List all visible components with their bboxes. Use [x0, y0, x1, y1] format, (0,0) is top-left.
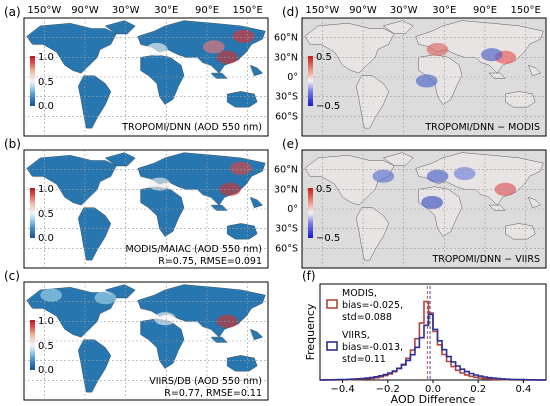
data-patch — [372, 169, 395, 183]
x-tick-label: 0.0 — [425, 384, 441, 395]
colorbar-max: 1.0 — [38, 316, 54, 327]
colorbar — [308, 188, 313, 238]
legend-line: bias=-0.025, — [342, 300, 403, 311]
data-patch — [40, 288, 62, 302]
colorbar-mid: 0.5 — [38, 341, 54, 352]
data-patch — [232, 29, 255, 43]
data-patch — [202, 40, 225, 54]
colorbar-max: 1.0 — [38, 52, 54, 63]
lat-tick-labels: 60°N 30°N 0° 30°S 60°S — [274, 165, 298, 255]
panel-caption: VIIRS/DB (AOD 550 nm) — [149, 376, 262, 387]
panel-stats: R=0.77, RMSE=0.11 — [164, 388, 262, 399]
colorbar-min: 0.0 — [38, 233, 54, 244]
panel-label-f: (f) — [302, 269, 316, 283]
histogram-series-viirs — [319, 313, 547, 381]
data-patch — [94, 291, 117, 305]
panel-caption: TROPOMI/DNN − MODIS — [424, 122, 540, 133]
map-panel-c: (c) 1.0 0.5 0.0 VIIRS/DB (AOD 550 nm)R=0.77,… — [4, 269, 269, 401]
legend-line: bias=-0.013, — [342, 342, 403, 353]
legend-swatch-modis — [326, 299, 338, 309]
panel-label-a: (a) — [4, 5, 21, 19]
panel-label-b: (b) — [4, 137, 21, 151]
colorbar-max: 0.5 — [316, 184, 332, 195]
data-patch — [453, 167, 476, 181]
legend-line: MODIS, — [342, 288, 377, 299]
x-tick-label: 0.4 — [515, 384, 531, 395]
lat-tick: 60°S — [275, 111, 298, 122]
data-patch — [154, 312, 176, 326]
panel-caption: MODIS/MAIAC (AOD 550 nm) — [126, 244, 263, 255]
colorbar-max: 0.5 — [316, 52, 332, 63]
data-patch — [426, 42, 449, 57]
lon-tick-left: 150°W — [27, 5, 61, 16]
data-patch — [216, 314, 239, 328]
data-patch — [230, 161, 252, 175]
colorbar-min: −0.5 — [316, 233, 340, 244]
lat-tick: 0° — [287, 204, 298, 215]
data-patch — [480, 48, 503, 62]
legend-swatch-viirs — [326, 341, 338, 351]
lon-tick-labels: 150°W 90°W 30°W 30°E 90°E 150°E 150°W 90°W 30°W 3… — [27, 5, 541, 16]
lat-tick: 30°S — [275, 92, 298, 103]
colorbar-mid: 0.5 — [38, 77, 54, 88]
lat-tick: 0° — [287, 72, 298, 83]
colorbar — [30, 56, 35, 106]
panel-label-e: (e) — [282, 137, 299, 151]
map-panel-a: (a) 1.0 0.5 0.0 TROPOMI/DNN (AOD 550 nm) — [4, 5, 269, 137]
x-tick-label: −0.2 — [376, 384, 400, 395]
panel-label-c: (c) — [4, 269, 20, 283]
colorbar-mid: 0.5 — [38, 209, 54, 220]
histogram-panel: (f) −0.4 −0.2 0.0 0.2 0.4 AOD Difference Freque… — [302, 269, 547, 406]
lat-tick: 60°N — [274, 33, 298, 44]
lat-tick: 30°S — [275, 224, 298, 235]
lon-tick-right: 30°W — [390, 5, 418, 16]
panel-label-d: (d) — [282, 5, 299, 19]
lat-tick: 30°N — [274, 52, 298, 63]
colorbar-min: −0.5 — [316, 101, 340, 112]
legend-line: VIIRS, — [342, 330, 370, 341]
y-axis-label: Frequency — [304, 303, 317, 360]
lon-tick-left: 90°E — [195, 5, 219, 16]
data-patch — [421, 195, 443, 209]
lat-tick: 30°N — [274, 184, 298, 195]
panel-caption: TROPOMI/DNN (AOD 550 nm) — [121, 122, 262, 133]
x-axis-label: AOD Difference — [391, 393, 476, 406]
lat-tick: 60°N — [274, 165, 298, 176]
colorbar — [30, 320, 35, 370]
data-patch — [494, 182, 517, 196]
data-patch — [426, 169, 449, 183]
lat-tick: 60°S — [275, 243, 298, 254]
colorbar — [30, 188, 35, 238]
lon-tick-right: 30°E — [432, 5, 456, 16]
data-patch — [146, 42, 168, 57]
lon-tick-right: 90°W — [349, 5, 377, 16]
lon-tick-left: 30°E — [154, 5, 178, 16]
colorbar — [308, 56, 313, 106]
panel-stats: R=0.75, RMSE=0.091 — [158, 256, 262, 267]
map-panel-e: (e) 0.5 −0.5 TROPOMI/DNN − VIIRS — [282, 137, 547, 269]
legend-line: std=0.088 — [342, 312, 392, 323]
x-tick-label: 0.2 — [470, 384, 486, 395]
lon-tick-left: 90°W — [71, 5, 99, 16]
legend-line: std=0.11 — [342, 354, 386, 365]
x-tick-label: −0.4 — [330, 384, 354, 395]
panel-caption: TROPOMI/DNN − VIIRS — [431, 254, 540, 265]
data-patch — [219, 182, 241, 196]
data-patch — [148, 177, 171, 191]
colorbar-min: 0.0 — [38, 101, 54, 112]
lon-tick-right: 150°W — [305, 5, 339, 16]
map-panel-d: (d) 0.5 −0.5 TROPOMI/DNN − MODIS — [282, 5, 547, 137]
lon-tick-left: 30°W — [112, 5, 140, 16]
map-panel-b: (b) 1.0 0.5 0.0 MODIS/MAIAC (AOD 550 nm)R=0.… — [4, 137, 269, 269]
data-patch — [216, 50, 239, 64]
data-patch — [415, 74, 438, 88]
colorbar-min: 0.0 — [38, 365, 54, 376]
lon-tick-right: 150°E — [510, 5, 540, 16]
lon-tick-right: 90°E — [473, 5, 497, 16]
colorbar-max: 1.0 — [38, 184, 54, 195]
lon-tick-left: 150°E — [232, 5, 262, 16]
lat-tick-labels: 60°N 30°N 0° 30°S 60°S — [274, 33, 298, 123]
